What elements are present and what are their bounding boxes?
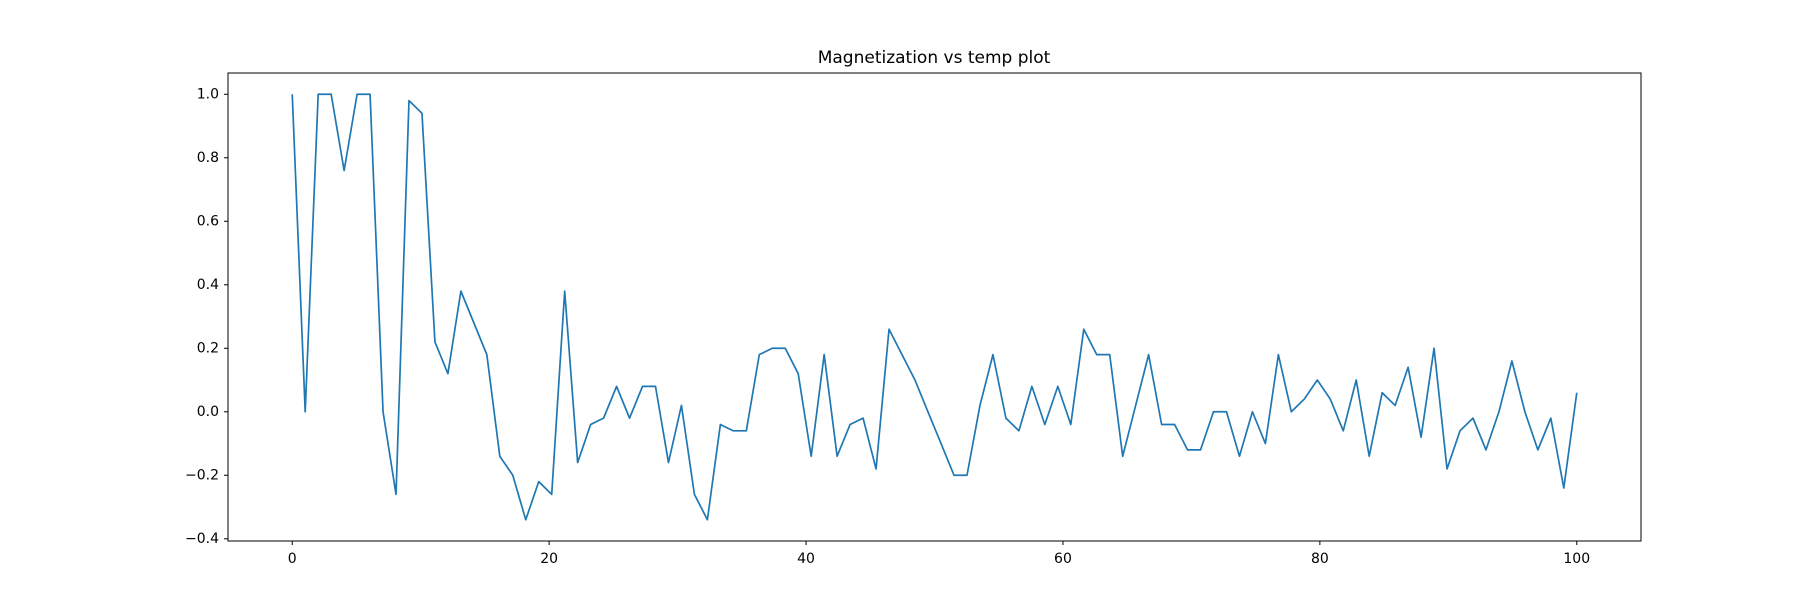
y-tick-label: −0.4 [185,531,219,547]
y-tick-label: 0.8 [197,150,219,166]
chart-title: Magnetization vs temp plot [818,48,1051,68]
x-tick-label: 0 [288,551,297,567]
x-tick-label: 100 [1563,551,1590,567]
y-tick-label: 0.6 [197,213,219,229]
x-tick-label: 20 [540,551,558,567]
axes-frame [227,72,1642,542]
y-tick-label: 1.0 [197,86,219,102]
data-line [291,93,1578,521]
x-tick-label: 40 [797,551,815,567]
x-tick-label: 80 [1311,551,1329,567]
y-tick-label: 0.2 [197,340,219,356]
x-tick-label: 60 [1054,551,1072,567]
y-tick-label: 0.0 [197,404,219,420]
y-tick-label: 0.4 [197,277,219,293]
y-tick-label: −0.2 [185,467,219,483]
